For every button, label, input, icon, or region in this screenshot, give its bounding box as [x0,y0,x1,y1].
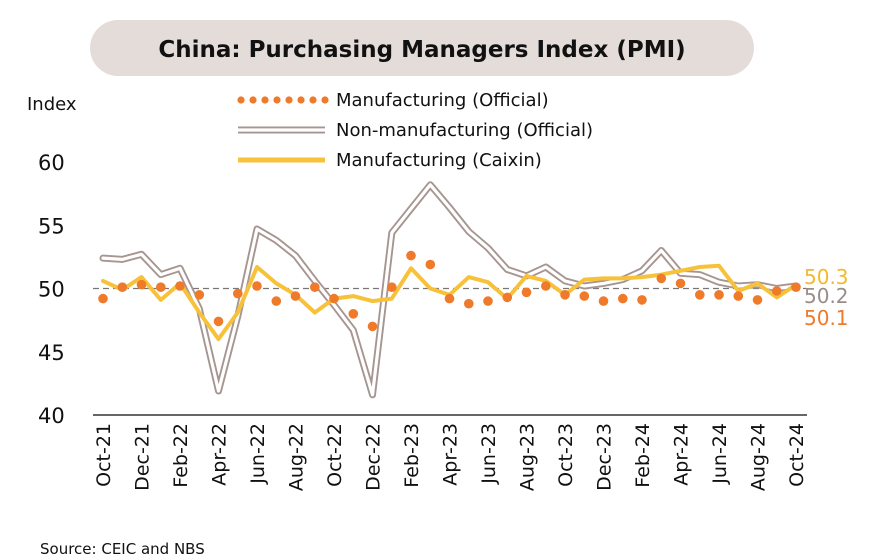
legend-item-non-manufacturing-official: Non-manufacturing (Official) [238,120,593,141]
y-axis-label: Index [27,94,77,115]
data-point-manufacturing-official [618,293,628,304]
x-tick-label: Jun-24 [709,423,731,485]
data-point-manufacturing-official [290,291,301,301]
legend-dot [249,96,257,104]
legend-dot [297,96,305,104]
y-tick-label: 45 [38,341,65,365]
x-tick-label: Aug-23 [517,423,539,491]
x-tick-label: Feb-24 [632,423,654,488]
x-tick-label: Jun-23 [478,423,500,485]
data-point-manufacturing-official [329,293,339,304]
data-point-manufacturing-official [752,295,763,305]
legend-dot [273,96,281,104]
series-line-non-manufacturing-outer [99,181,800,399]
data-point-manufacturing-official [98,293,108,304]
x-tick-label: Dec-22 [363,423,385,491]
data-point-manufacturing-official [637,295,647,305]
legend: Manufacturing (Official) Non-manufacturi… [237,90,593,171]
data-point-manufacturing-official [560,290,570,300]
y-tick-label: 55 [38,214,65,238]
chart-title: China: Purchasing Managers Index (PMI) [158,37,685,63]
end-value-labels: 50.350.250.1 [804,265,849,330]
x-tick-label: Dec-23 [594,423,616,491]
legend-dot [261,96,269,104]
x-tick-label: Apr-24 [671,423,693,486]
end-value-label: 50.3 [804,265,849,289]
data-point-manufacturing-official [579,291,590,301]
data-point-manufacturing-official [233,288,243,299]
data-point-manufacturing-official [175,281,185,291]
data-point-manufacturing-official [117,282,128,293]
data-point-manufacturing-official [714,290,724,300]
x-tick-label: Oct-21 [93,423,115,487]
x-tick-label: Apr-22 [209,423,231,486]
data-point-manufacturing-official [406,250,416,261]
x-tick-label: Feb-22 [170,423,192,488]
legend-label: Non-manufacturing (Official) [336,120,593,141]
data-point-manufacturing-official [483,296,493,306]
data-point-manufacturing-official [348,309,359,319]
data-point-manufacturing-official [675,278,686,289]
data-point-manufacturing-official [136,279,147,290]
data-point-manufacturing-official [156,282,166,293]
data-point-manufacturing-official [656,273,667,284]
data-point-manufacturing-official [598,296,609,306]
data-point-manufacturing-official [213,316,224,327]
data-point-manufacturing-official [695,290,705,300]
data-point-manufacturing-official [521,287,532,298]
x-tick-label: Jun-22 [247,423,269,485]
legend-swatch-dotted [237,96,329,104]
y-tick-label: 50 [38,278,65,302]
legend-label: Manufacturing (Caixin) [336,150,542,171]
x-tick-label: Oct-22 [324,423,346,487]
data-point-manufacturing-official [425,259,436,270]
legend-label: Manufacturing (Official) [336,90,549,111]
x-tick-label: Feb-23 [401,423,423,488]
legend-dot [321,96,329,104]
data-point-manufacturing-official [387,282,397,293]
y-axis-ticks: 40 45 50 55 60 [38,151,65,428]
data-point-manufacturing-official [252,281,262,291]
data-point-manufacturing-official [541,281,551,291]
data-point-manufacturing-official [271,296,282,306]
data-point-manufacturing-official [194,290,205,300]
legend-dot [309,96,317,104]
x-tick-label: Aug-22 [286,423,308,491]
x-tick-label: Apr-23 [440,423,462,486]
x-tick-label: Oct-24 [786,423,808,487]
end-value-label: 50.1 [804,306,849,330]
title-background [90,20,754,76]
legend-item-manufacturing-caixin: Manufacturing (Caixin) [238,150,542,171]
y-tick-label: 40 [38,404,65,428]
x-axis-ticks: Oct-21 Dec-21 Feb-22 Apr-22 Jun-22 Aug-22 Oct-… [93,423,808,491]
data-point-manufacturing-official [733,291,744,301]
legend-dot [237,96,245,104]
x-tick-label: Dec-21 [132,423,154,491]
data-point-manufacturing-official [502,292,513,303]
data-point-manufacturing-official [310,282,320,293]
data-point-manufacturing-official [791,282,801,293]
data-point-manufacturing-official [444,293,455,304]
series-line-non-manufacturing-inner [101,183,798,397]
series-layer [98,181,801,399]
data-point-manufacturing-official [772,286,782,296]
legend-dot [285,96,293,104]
x-tick-label: Aug-24 [748,423,770,491]
x-tick-label: Oct-23 [555,423,577,487]
data-point-manufacturing-official [367,321,378,332]
legend-item-manufacturing-official: Manufacturing (Official) [237,90,549,111]
end-value-label: 50.2 [804,284,849,308]
data-point-manufacturing-official [464,298,474,309]
source-note: Source: CEIC and NBS [40,540,205,558]
y-tick-label: 60 [38,151,65,175]
